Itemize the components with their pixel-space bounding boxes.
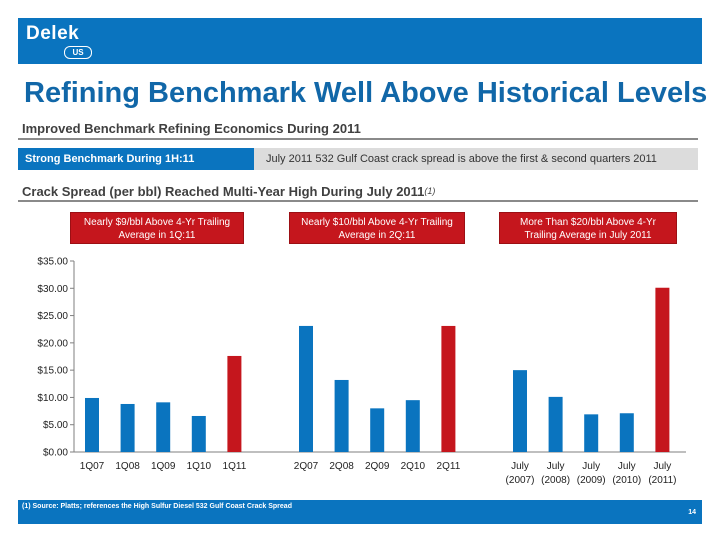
y-tick-label: $25.00 <box>37 311 68 322</box>
x-tick-label: July <box>654 461 672 472</box>
page-number: 14 <box>688 509 696 516</box>
footnote-bar: (1) Source: Platts; references the High … <box>18 500 702 524</box>
x-tick-label: July <box>618 461 636 472</box>
bar <box>619 413 634 452</box>
section-rule <box>18 138 698 140</box>
x-tick-label: 2Q09 <box>365 461 390 472</box>
x-tick-sublabel: (2007) <box>506 475 535 486</box>
bar <box>405 400 420 452</box>
footnote-reference: (1) <box>424 186 436 196</box>
bar <box>191 415 206 452</box>
callout-1q11: Nearly $9/bbl Above 4-Yr Trailing Averag… <box>70 212 244 244</box>
section-heading-economics: Improved Benchmark Refining Economics Du… <box>22 121 361 136</box>
delek-logo: Delek US <box>26 23 106 59</box>
callout-july-2011: More Than $20/bbl Above 4-Yr Trailing Av… <box>499 212 677 244</box>
summary-band-text: July 2011 532 Gulf Coast crack spread is… <box>266 153 657 165</box>
x-tick-label: 2Q11 <box>437 461 461 472</box>
section-heading-crack-spread: Crack Spread (per bbl) Reached Multi-Yea… <box>22 183 435 200</box>
x-tick-label: 2Q07 <box>294 461 319 472</box>
bar <box>299 325 313 452</box>
logo-wordmark: Delek <box>26 23 80 44</box>
y-tick-label: $15.00 <box>37 366 68 377</box>
x-tick-sublabel: (2011) <box>648 475 676 486</box>
summary-band-tab: Strong Benchmark During 1H:11 <box>18 148 254 170</box>
y-tick-label: $0.00 <box>43 448 68 459</box>
x-tick-label: 1Q11 <box>223 461 247 472</box>
x-tick-sublabel: (2008) <box>541 475 570 486</box>
bar-highlight <box>441 325 456 452</box>
callout-2q11: Nearly $10/bbl Above 4-Yr Trailing Avera… <box>289 212 465 244</box>
bar-highlight <box>655 287 670 452</box>
x-tick-sublabel: (2010) <box>612 475 641 486</box>
x-tick-label: 1Q10 <box>187 461 212 472</box>
x-tick-label: 2Q10 <box>401 461 426 472</box>
x-tick-label: July <box>511 461 529 472</box>
x-tick-label: July <box>547 461 565 472</box>
x-tick-sublabel: (2009) <box>577 475 606 486</box>
crack-spread-heading-text: Crack Spread (per bbl) Reached Multi-Yea… <box>22 184 425 199</box>
bar-highlight <box>227 355 242 452</box>
x-tick-label: 2Q08 <box>329 461 354 472</box>
x-tick-label: 1Q07 <box>80 461 105 472</box>
y-tick-label: $35.00 <box>37 257 68 268</box>
summary-band: Strong Benchmark During 1H:11 July 2011 … <box>18 148 698 170</box>
y-tick-label: $10.00 <box>37 393 68 404</box>
page-title: Refining Benchmark Well Above Historical… <box>24 77 708 109</box>
bar <box>156 402 171 452</box>
x-tick-label: July <box>582 461 600 472</box>
section-rule <box>18 200 698 202</box>
y-tick-label: $5.00 <box>43 420 68 431</box>
bar <box>513 370 527 452</box>
header-bar: Delek US <box>18 18 702 64</box>
bar <box>370 408 385 452</box>
y-tick-label: $20.00 <box>37 338 68 349</box>
logo-badge: US <box>64 46 92 59</box>
bar <box>548 396 563 452</box>
x-tick-label: 1Q08 <box>115 461 140 472</box>
bar <box>584 414 599 452</box>
footnote-text: (1) Source: Platts; references the High … <box>22 503 292 510</box>
x-tick-label: 1Q09 <box>151 461 176 472</box>
y-tick-label: $30.00 <box>37 284 68 295</box>
bar <box>120 403 135 452</box>
bar <box>334 379 349 452</box>
bar <box>85 397 99 452</box>
